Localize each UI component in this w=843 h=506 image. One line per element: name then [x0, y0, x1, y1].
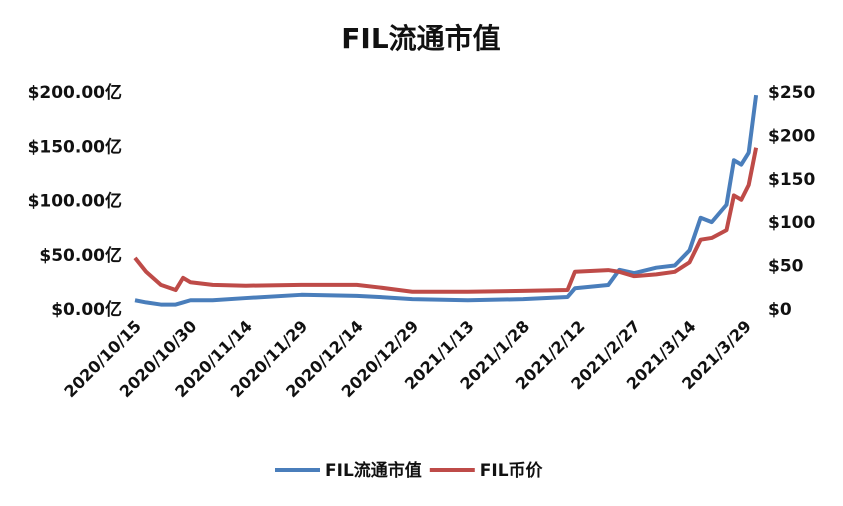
- chart-title: FIL流通市值: [341, 22, 500, 55]
- y-tick-label: $200.00亿: [28, 82, 122, 103]
- legend-label: FIL流通市值: [325, 460, 422, 481]
- legend-label: FIL币价: [480, 461, 544, 481]
- y-tick-label: $50.00亿: [39, 245, 122, 266]
- y-tick-label: $100.00亿: [28, 191, 122, 212]
- y-tick-label: $150.00亿: [28, 136, 122, 157]
- y2-tick-label: $250: [768, 83, 815, 103]
- series-line: [133, 147, 759, 294]
- y2-tick-label: $50: [768, 257, 804, 277]
- y2-tick-label: $0: [768, 300, 792, 320]
- y2-tick-label: $100: [768, 213, 815, 233]
- y-tick-label: $0.00亿: [51, 299, 122, 320]
- series-line: [134, 94, 759, 307]
- y2-tick-label: $150: [768, 170, 815, 190]
- y2-tick-label: $200: [768, 126, 815, 146]
